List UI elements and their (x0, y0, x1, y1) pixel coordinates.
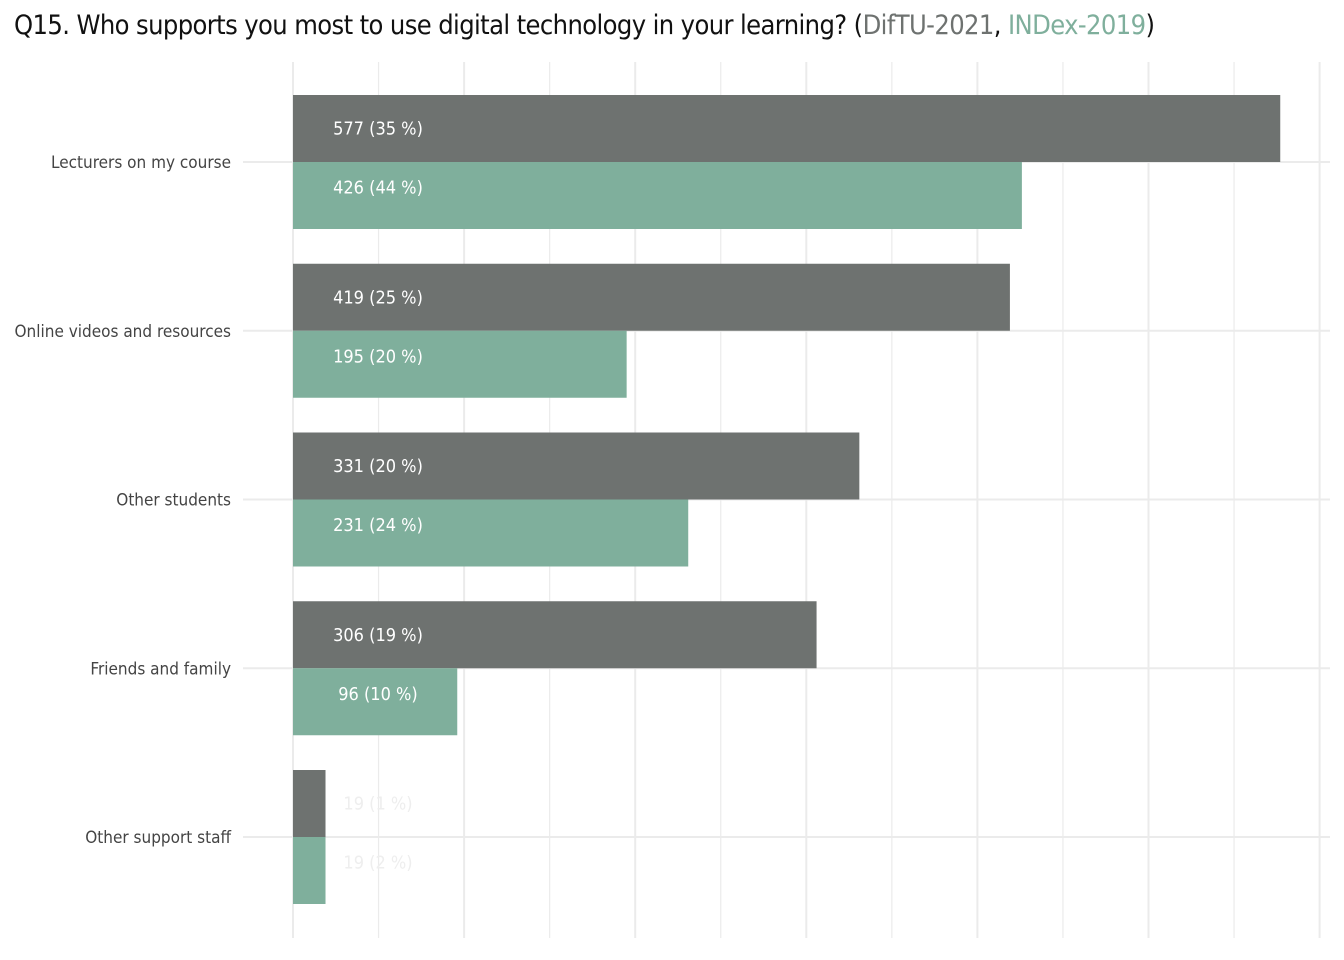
bar-value-label: 306 (19 %) (333, 625, 423, 646)
title-series-b: INDex-2019 (1008, 10, 1146, 41)
bar-value-label: 19 (2 %) (343, 853, 412, 874)
category-label: Lecturers on my course (51, 153, 231, 173)
bar-diftu-2021 (293, 601, 817, 669)
bar-diftu-2021 (293, 770, 326, 837)
bar-index-2019 (293, 330, 627, 398)
bar-index-2019 (293, 162, 1022, 229)
bar-diftu-2021 (293, 263, 1010, 331)
chart-title: Q15. Who supports you most to use digita… (14, 8, 1155, 44)
bar-index-2019 (293, 499, 689, 567)
bar-value-label: 331 (20 %) (333, 456, 423, 477)
bar-value-label: 19 (1 %) (343, 794, 412, 815)
bar-value-label: 96 (10 %) (338, 684, 418, 705)
bar-diftu-2021 (293, 95, 1281, 162)
title-separator: , (993, 10, 1008, 41)
category-label: Friends and family (90, 659, 231, 679)
bar-value-label: 419 (25 %) (333, 287, 423, 308)
bar-value-label: 195 (20 %) (333, 346, 423, 367)
bar-value-label: 231 (24 %) (333, 515, 423, 536)
bar-index-2019 (293, 668, 458, 736)
title-prefix: Q15. Who supports you most to use digita… (14, 10, 863, 41)
category-label: Other support staff (85, 828, 231, 848)
category-labels: Lecturers on my course Online videos and … (15, 153, 232, 848)
bar-value-label: 426 (44 %) (333, 178, 423, 199)
bar-index-2019 (293, 837, 326, 904)
bar-value-label: 577 (35 %) (333, 119, 423, 140)
bar-labels: 577 (35 %) 426 (44 %) 419 (25 %) 195 (20 %)… (333, 119, 423, 874)
title-suffix: ) (1145, 10, 1155, 41)
bar-diftu-2021 (293, 432, 860, 500)
title-series-a: DifTU-2021 (862, 10, 995, 41)
bars (293, 95, 1281, 904)
category-label: Other students (116, 491, 231, 511)
category-label: Online videos and resources (15, 322, 232, 342)
